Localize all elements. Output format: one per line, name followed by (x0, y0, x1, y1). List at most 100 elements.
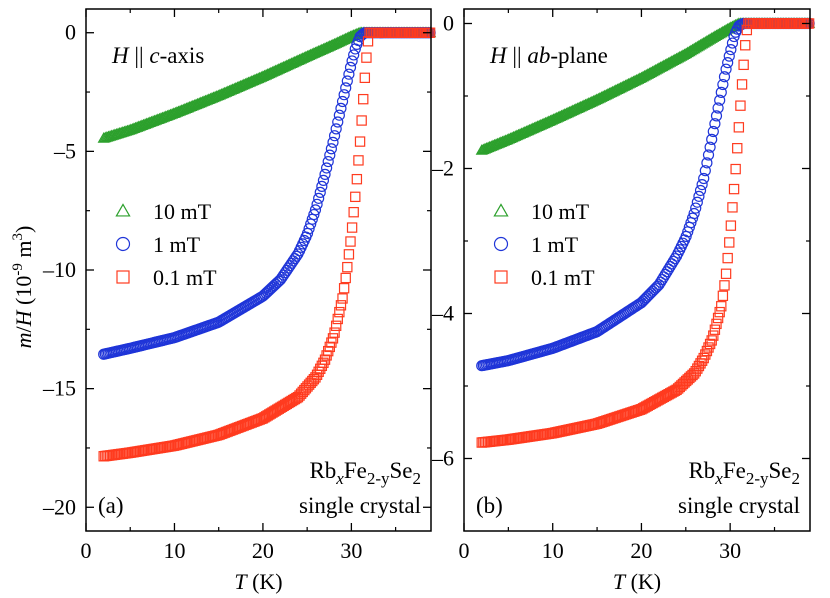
data-point (712, 102, 724, 114)
data-point (311, 198, 323, 210)
y-tick-label: –20 (42, 494, 76, 519)
data-point (328, 130, 341, 142)
legend-marker (494, 270, 508, 284)
data-point (345, 236, 356, 247)
legend-label: 10 mT (153, 199, 212, 224)
x-tick-label: 30 (340, 538, 362, 563)
legend-marker (116, 270, 130, 284)
data-point (316, 180, 328, 192)
annotation-field: H (111, 43, 130, 68)
legend-marker (493, 236, 509, 252)
data-point (316, 360, 328, 372)
data-point (706, 133, 718, 145)
data-point (346, 55, 358, 67)
data-point (343, 249, 355, 260)
panel-label: (b) (476, 493, 503, 518)
data-point (353, 155, 364, 166)
sample-formula: RbxFe2-ySe2 (309, 458, 421, 488)
data-point (720, 268, 732, 279)
data-point (327, 136, 339, 148)
data-point (335, 300, 347, 311)
annotation-axis: ab (527, 43, 550, 68)
x-axis-label: T (K) (613, 569, 661, 594)
formula-part: Se (390, 458, 413, 483)
data-point (338, 283, 350, 294)
x-tick-label: 0 (459, 538, 470, 563)
data-point (318, 357, 329, 369)
data-point (716, 301, 727, 312)
data-point (702, 149, 715, 161)
formula-part: Fe (344, 458, 367, 483)
data-point (314, 186, 326, 198)
sample-description: single crystal (299, 493, 421, 518)
data-point (348, 207, 359, 218)
data-point (354, 136, 366, 147)
x-tick-label: 20 (252, 538, 274, 563)
y-tick-label: 0 (443, 11, 454, 36)
data-point (714, 94, 726, 106)
data-point (733, 122, 745, 133)
data-point (720, 63, 732, 75)
x-tick-label: 10 (542, 538, 564, 563)
formula-part: Fe (723, 458, 746, 483)
data-point (735, 100, 746, 111)
data-point (698, 352, 709, 364)
data-point (709, 118, 721, 130)
annotation-axis-suffix: -axis (160, 43, 205, 68)
annotation-field: H (489, 43, 508, 68)
y-label-unit: (10 (11, 276, 36, 311)
annotation-axis: c (149, 43, 159, 68)
sample-formula: RbxFe2-ySe2 (688, 458, 800, 488)
data-point (330, 123, 342, 135)
y-label-m: m (11, 332, 36, 348)
y-tick-label: –10 (42, 257, 76, 282)
y-tick-label: –15 (42, 376, 76, 401)
annotation-parallel: || (129, 43, 150, 68)
formula-part: Rb (309, 458, 336, 483)
data-point (359, 72, 371, 84)
data-point (701, 157, 713, 169)
legend-label: 1 mT (153, 232, 201, 257)
formula-subscript: 2 (792, 469, 801, 488)
data-point (710, 110, 723, 122)
series-01-mT (476, 18, 815, 448)
data-point (726, 37, 739, 49)
data-point (704, 141, 716, 153)
data-point (700, 349, 711, 360)
data-point (290, 250, 302, 262)
panel-b: 0 10 20 30 0 –2 –4 –6 T (K) H || ab-plane 10 mT 1 m… (431, 8, 816, 594)
data-point (715, 86, 727, 98)
data-point (346, 222, 358, 233)
formula-part: Rb (688, 458, 715, 483)
data-point (343, 68, 355, 80)
data-point (333, 109, 345, 121)
data-point (313, 192, 325, 204)
data-point (724, 237, 735, 248)
data-point (322, 155, 334, 168)
data-point (358, 93, 369, 105)
data-point (361, 52, 372, 63)
field-direction-annotation: H || ab-plane (489, 43, 608, 68)
data-point (711, 318, 722, 330)
x-tick-label: 10 (163, 538, 185, 563)
legend-label: 10 mT (531, 199, 590, 224)
data-point (740, 40, 751, 51)
x-axis-label: T (K) (234, 569, 282, 594)
data-point (725, 220, 737, 231)
y-tick-label: –4 (431, 301, 454, 326)
panel-a: 0 10 20 30 0 –5 –10 –15 –20 T (K) H || c-axis 10 mT… (42, 8, 437, 594)
data-point (736, 79, 748, 90)
data-point (712, 312, 724, 324)
data-point (722, 57, 734, 69)
formula-subscript: 2-y (746, 469, 769, 488)
data-point (348, 49, 360, 61)
data-point (698, 172, 710, 185)
data-point (669, 253, 681, 265)
field-direction-annotation: H || c-axis (111, 43, 204, 68)
annotation-parallel: || (507, 43, 528, 68)
data-point (351, 173, 363, 185)
y-label-unit2: m (11, 240, 36, 263)
panel-label: (a) (98, 493, 124, 518)
data-point (319, 168, 331, 180)
